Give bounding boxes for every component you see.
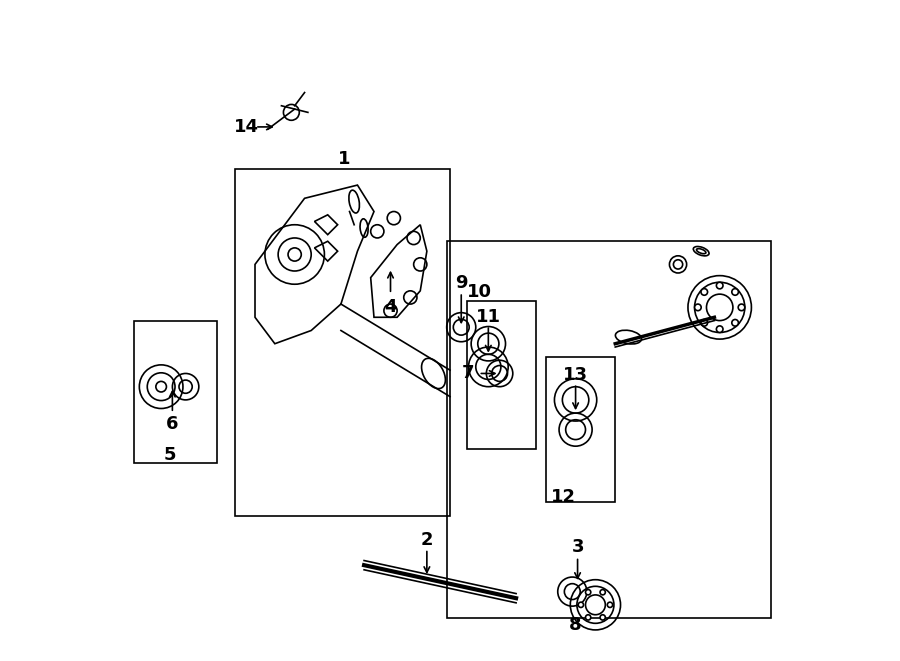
Text: 12: 12 [551,488,576,506]
Circle shape [701,319,707,326]
Circle shape [701,289,707,295]
Circle shape [586,615,590,620]
Text: 7: 7 [462,364,474,383]
Bar [545,357,616,502]
Bar [134,321,217,463]
Text: 10: 10 [467,283,492,301]
Circle shape [608,602,613,607]
Bar [466,301,536,449]
Bar [235,169,450,516]
Text: 11: 11 [476,308,500,327]
Circle shape [716,326,723,332]
Circle shape [586,590,590,595]
Text: 4: 4 [384,298,397,317]
Circle shape [732,289,738,295]
Text: 9: 9 [455,274,467,292]
Text: 13: 13 [563,366,588,385]
Text: 14: 14 [234,118,259,136]
Circle shape [578,602,583,607]
Circle shape [716,282,723,289]
Circle shape [600,615,606,620]
Text: 5: 5 [164,446,176,464]
Circle shape [695,304,701,311]
Circle shape [738,304,745,311]
Text: 6: 6 [166,415,178,434]
Text: 8: 8 [570,615,582,634]
Text: 1: 1 [338,149,350,168]
Circle shape [600,590,606,595]
Text: 3: 3 [572,538,584,557]
Bar [446,241,770,618]
Circle shape [732,319,738,326]
Text: 2: 2 [420,531,433,549]
